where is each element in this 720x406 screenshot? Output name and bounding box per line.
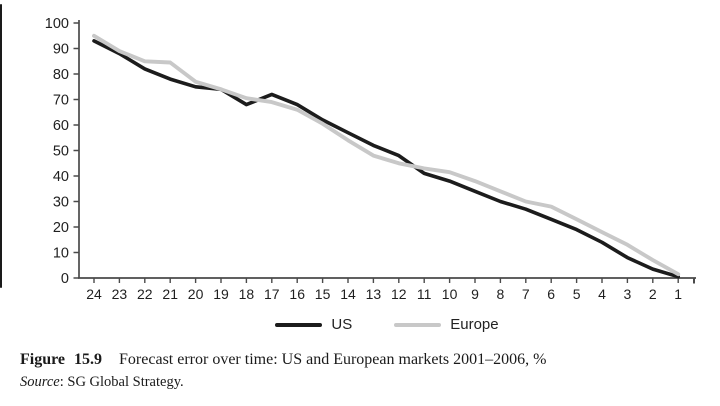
y-tick-label: 100 bbox=[45, 16, 69, 32]
x-tick-label: 22 bbox=[137, 286, 153, 302]
x-tick-label: 15 bbox=[315, 286, 331, 302]
chart-legend: US Europe bbox=[78, 317, 696, 332]
x-tick-label: 19 bbox=[213, 286, 229, 302]
x-tick-label: 13 bbox=[366, 286, 382, 302]
x-tick-label: 23 bbox=[112, 286, 128, 302]
figure-source-text: : SG Global Strategy. bbox=[59, 374, 184, 390]
x-tick-label: 11 bbox=[417, 286, 432, 302]
x-tick-label: 7 bbox=[522, 286, 530, 302]
y-tick-label: 90 bbox=[53, 42, 69, 58]
legend-item-europe: Europe bbox=[394, 316, 499, 333]
figure-caption-text: Forecast error over time: US and Europea… bbox=[119, 351, 547, 368]
legend-label-us: US bbox=[331, 316, 353, 333]
x-tick-label: 8 bbox=[497, 286, 505, 302]
forecast-error-chart: 0 10 20 30 40 50 60 70 80 90 100 24 23 22 21 20 19 18 17 16… bbox=[45, 16, 696, 302]
x-tick-label: 9 bbox=[471, 286, 479, 302]
us-line-swatch bbox=[275, 322, 323, 327]
y-tick-label: 40 bbox=[53, 169, 69, 185]
scan-artifact-line bbox=[0, 4, 2, 288]
y-tick-label: 50 bbox=[53, 144, 69, 160]
x-tick-label: 6 bbox=[547, 286, 555, 302]
x-tick-label: 24 bbox=[86, 286, 102, 302]
x-tick-label: 5 bbox=[573, 286, 581, 302]
x-tick-label: 17 bbox=[264, 286, 280, 302]
legend-label-europe: Europe bbox=[450, 316, 499, 333]
europe-line-swatch bbox=[394, 322, 442, 327]
y-tick-label: 20 bbox=[53, 220, 69, 236]
x-tick-label: 4 bbox=[598, 286, 606, 302]
x-tick-label: 10 bbox=[442, 286, 458, 302]
x-tick-label: 14 bbox=[340, 286, 356, 302]
y-tick-label: 0 bbox=[61, 271, 69, 287]
y-tick-label: 10 bbox=[53, 246, 69, 262]
figure-caption-label: Figure 15.9 bbox=[20, 351, 103, 368]
y-tick-label: 60 bbox=[53, 118, 69, 134]
x-tick-label: 18 bbox=[239, 286, 255, 302]
y-tick-label: 80 bbox=[53, 67, 69, 83]
figure-caption: Figure 15.9 Forecast error over time: US … bbox=[20, 351, 706, 369]
x-tick-label: 1 bbox=[674, 286, 682, 302]
x-tick-label: 16 bbox=[289, 286, 305, 302]
europe-line bbox=[92, 33, 681, 277]
figure-source-label: Source bbox=[20, 374, 60, 390]
figure-source: Source: SG Global Strategy. bbox=[20, 374, 184, 391]
x-tick-label: 3 bbox=[624, 286, 632, 302]
x-tick-label: 21 bbox=[162, 286, 178, 302]
x-tick-label: 12 bbox=[391, 286, 407, 302]
us-line bbox=[92, 39, 681, 279]
y-tick-label: 70 bbox=[53, 93, 69, 109]
legend-item-us: US bbox=[275, 317, 352, 332]
x-tick-label: 2 bbox=[649, 286, 657, 302]
y-tick-label: 30 bbox=[53, 195, 69, 211]
x-tick-label: 20 bbox=[188, 286, 204, 302]
